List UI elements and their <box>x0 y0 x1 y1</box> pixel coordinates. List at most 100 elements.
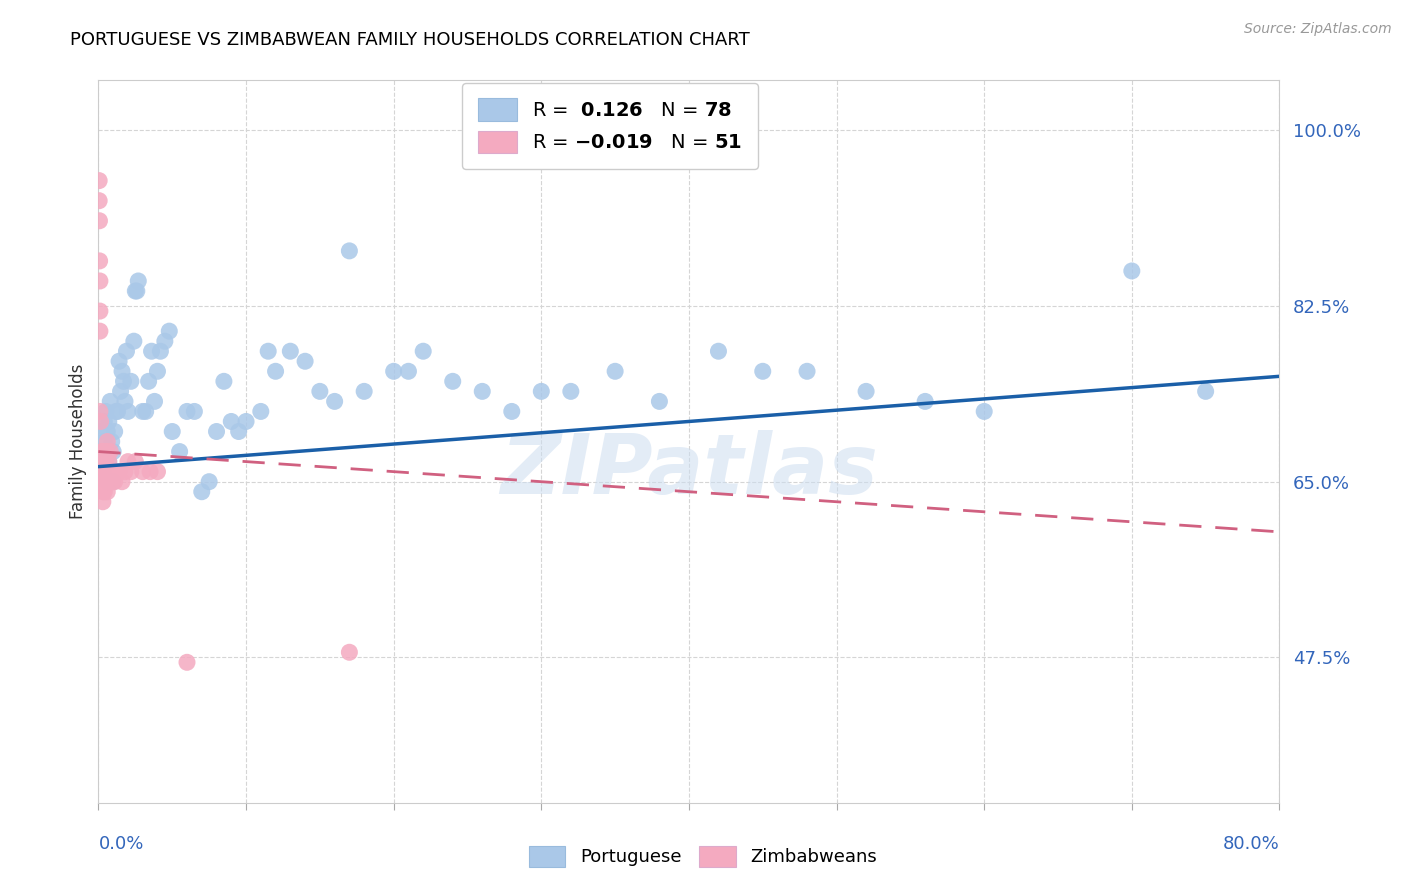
Point <box>501 404 523 418</box>
Point <box>93 484 115 499</box>
Point <box>105 465 128 479</box>
Point <box>90 475 112 489</box>
Point <box>93 465 115 479</box>
Point <box>796 364 818 378</box>
Point <box>169 444 191 458</box>
Point <box>94 444 117 458</box>
Point <box>135 404 157 418</box>
Point <box>91 494 114 508</box>
Legend: R =  $\mathbf{0.126}$   N = $\mathbf{78}$, R = $\mathbf{-0.019}$   N = $\mathbf{: R = $\mathbf{0.126}$ N = $\mathbf{78}$, … <box>463 83 758 169</box>
Point <box>91 444 114 458</box>
Point <box>105 404 128 418</box>
Point <box>91 475 114 489</box>
Point <box>122 334 145 348</box>
Point <box>117 404 139 418</box>
Point <box>94 465 117 479</box>
Point <box>127 274 149 288</box>
Point <box>89 194 111 208</box>
Point <box>139 465 162 479</box>
Point <box>103 475 125 489</box>
Point <box>973 404 995 418</box>
Point <box>89 253 111 268</box>
Point <box>97 454 120 468</box>
Point <box>93 454 115 468</box>
Point <box>112 374 135 388</box>
Point <box>93 475 115 489</box>
Point <box>94 454 117 468</box>
Point <box>90 465 112 479</box>
Point <box>89 444 111 458</box>
Point <box>114 465 136 479</box>
Point <box>90 444 112 458</box>
Y-axis label: Family Households: Family Households <box>69 364 87 519</box>
Text: PORTUGUESE VS ZIMBABWEAN FAMILY HOUSEHOLDS CORRELATION CHART: PORTUGUESE VS ZIMBABWEAN FAMILY HOUSEHOL… <box>70 31 749 49</box>
Point <box>120 465 142 479</box>
Point <box>855 384 877 399</box>
Point <box>294 354 316 368</box>
Point <box>149 344 172 359</box>
Point <box>114 394 136 409</box>
Text: Source: ZipAtlas.com: Source: ZipAtlas.com <box>1244 22 1392 37</box>
Point <box>104 425 127 439</box>
Point <box>97 414 120 429</box>
Legend: Portuguese, Zimbabweans: Portuguese, Zimbabweans <box>522 838 884 874</box>
Point <box>412 344 434 359</box>
Point <box>93 434 115 449</box>
Point <box>103 444 125 458</box>
Point <box>323 394 346 409</box>
Point <box>280 344 302 359</box>
Point <box>605 364 627 378</box>
Point <box>353 384 375 399</box>
Point <box>90 414 112 429</box>
Point <box>398 364 420 378</box>
Point <box>1121 264 1143 278</box>
Point <box>97 454 120 468</box>
Point <box>471 384 494 399</box>
Point <box>89 274 111 288</box>
Point <box>104 475 127 489</box>
Point <box>132 465 155 479</box>
Point <box>183 404 205 418</box>
Point <box>91 484 114 499</box>
Point <box>115 344 138 359</box>
Point <box>560 384 582 399</box>
Point <box>89 304 111 318</box>
Point <box>191 484 214 499</box>
Point <box>89 173 111 188</box>
Point <box>205 425 228 439</box>
Point <box>309 384 332 399</box>
Point <box>93 414 115 429</box>
Point <box>176 655 198 669</box>
Point <box>153 334 176 348</box>
Point <box>250 404 273 418</box>
Point <box>125 284 148 298</box>
Point <box>89 213 111 227</box>
Point <box>97 465 120 479</box>
Point <box>162 425 183 439</box>
Point <box>257 344 280 359</box>
Point <box>221 414 243 429</box>
Point <box>100 434 122 449</box>
Point <box>198 475 221 489</box>
Point <box>1195 384 1218 399</box>
Point <box>264 364 287 378</box>
Point <box>138 374 160 388</box>
Point <box>96 484 118 499</box>
Point <box>132 404 155 418</box>
Point <box>91 465 114 479</box>
Point <box>94 404 117 418</box>
Point <box>89 324 111 338</box>
Point <box>117 454 139 468</box>
Point <box>107 404 129 418</box>
Point <box>120 374 142 388</box>
Point <box>235 414 257 429</box>
Point <box>441 374 464 388</box>
Point <box>914 394 936 409</box>
Point <box>228 425 250 439</box>
Point <box>141 344 163 359</box>
Point <box>176 404 198 418</box>
Point <box>98 465 121 479</box>
Text: 80.0%: 80.0% <box>1223 835 1279 854</box>
Point <box>89 404 111 418</box>
Point <box>146 465 169 479</box>
